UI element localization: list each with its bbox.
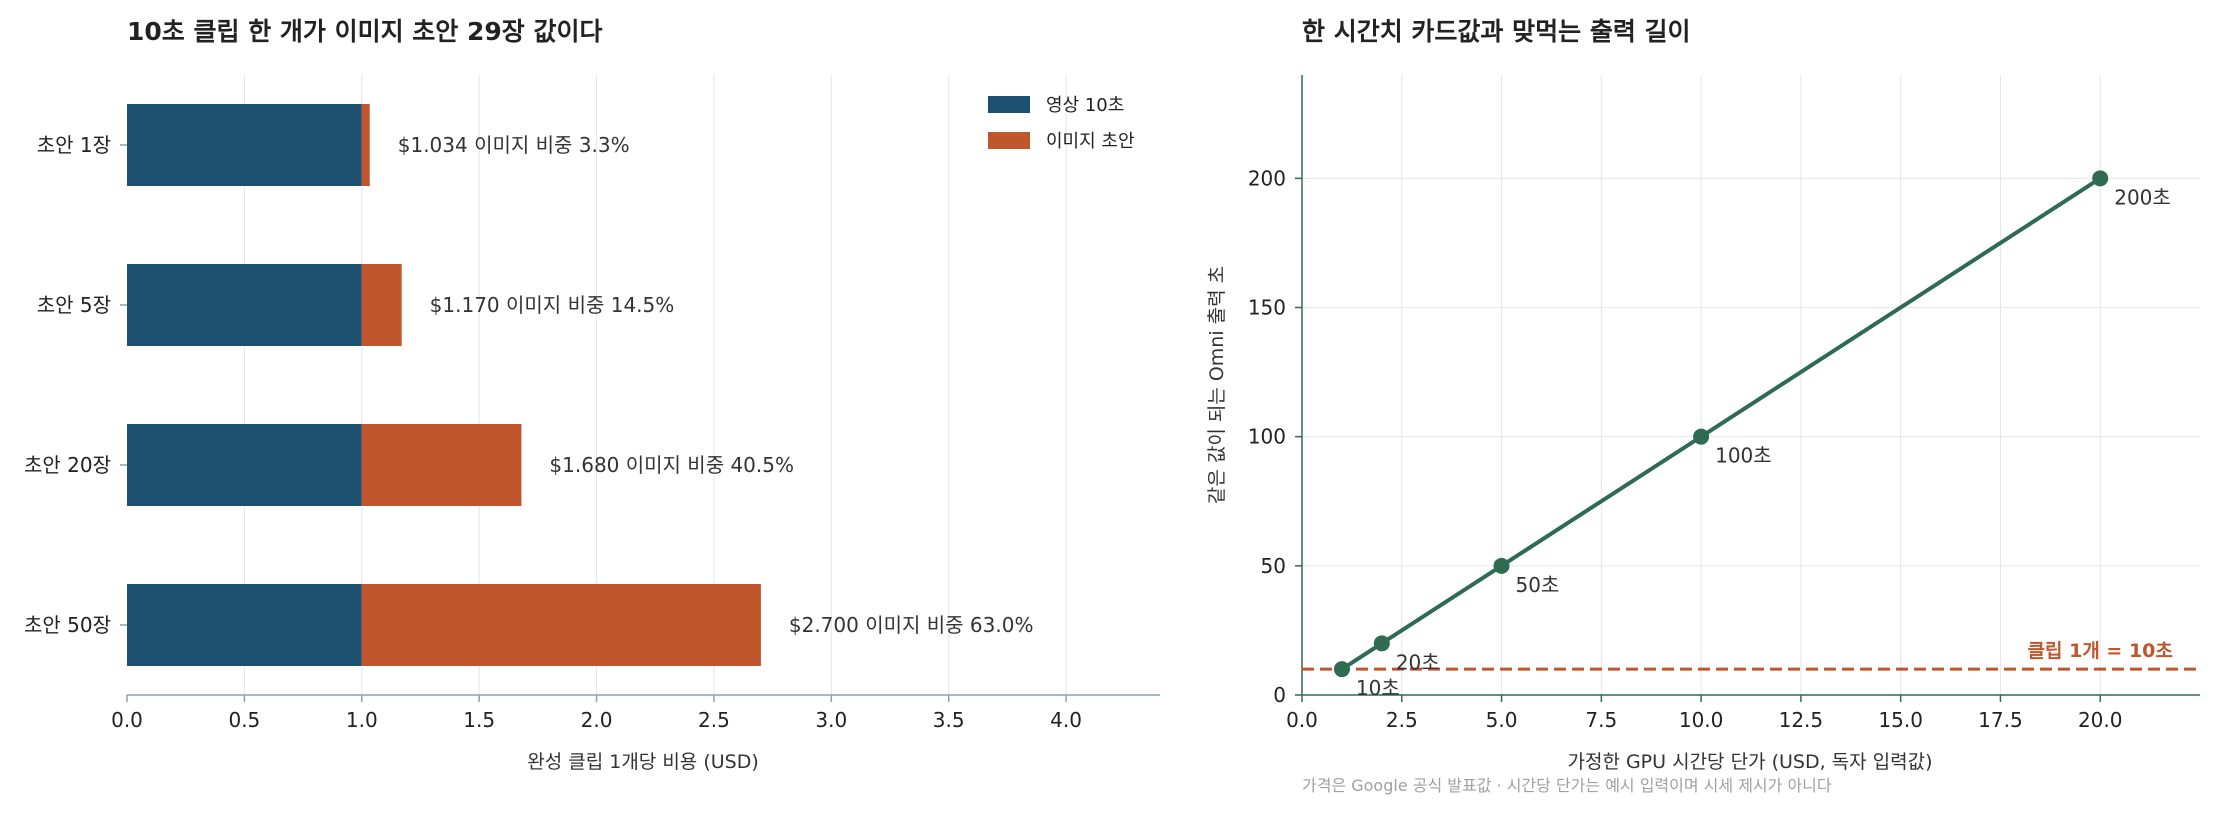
x-tick-label: 4.0 (1050, 708, 1082, 732)
x-tick-label: 3.0 (815, 708, 847, 732)
bar-image-draft (361, 584, 761, 666)
bar-chart-bars (127, 104, 761, 666)
x-tick-label: 1.5 (463, 708, 495, 732)
data-point (2092, 170, 2109, 187)
x-tick-label: 2.0 (581, 708, 613, 732)
category-label: 초안 50장 (24, 613, 111, 637)
point-label: 200초 (2114, 185, 2171, 209)
legend-label-image: 이미지 초안 (1046, 131, 1135, 152)
bar-value-label: $1.034 이미지 비중 3.3% (398, 133, 630, 157)
x-tick-label: 0.0 (1286, 708, 1318, 732)
data-point (1373, 635, 1390, 652)
bar-image-draft (361, 424, 522, 506)
x-tick-label: 2.5 (1386, 708, 1418, 732)
line-chart-x-label: 가정한 GPU 시간당 단가 (USD, 독자 입력값) (1567, 751, 1932, 773)
x-tick-label: 20.0 (2078, 708, 2123, 732)
y-tick-label: 200 (1248, 166, 1286, 190)
x-tick-label: 7.5 (1585, 708, 1617, 732)
point-label: 10초 (1356, 676, 1400, 700)
bar-image-draft (361, 264, 402, 346)
line-chart: 한 시간치 카드값과 맞먹는 출력 길이 0.0 2.5 5.0 7.5 10.0 12.… (1206, 17, 2200, 795)
point-label: 20초 (1396, 650, 1440, 674)
x-tick-label: 12.5 (1779, 708, 1824, 732)
line-chart-title: 한 시간치 카드값과 맞먹는 출력 길이 (1302, 17, 1691, 46)
x-tick-label: 2.5 (698, 708, 730, 732)
x-tick-label: 15.0 (1878, 708, 1923, 732)
y-tick-label: 0 (1273, 683, 1286, 707)
bar-video (127, 264, 362, 346)
footnote: 가격은 Google 공식 발표값 · 시간당 단가는 예시 입력이며 시세 제… (1302, 776, 1832, 795)
bar-value-label: $1.680 이미지 비중 40.5% (549, 453, 794, 477)
bar-image-draft (361, 104, 370, 186)
category-label: 초안 1장 (37, 133, 111, 157)
series-line (1340, 176, 2102, 671)
data-point (1493, 557, 1510, 574)
x-tick-label: 1.0 (346, 708, 378, 732)
y-tick-label: 150 (1248, 296, 1286, 320)
bar-chart-title: 10초 클립 한 개가 이미지 초안 29장 값이다 (127, 17, 603, 46)
legend-swatch-image (988, 132, 1030, 149)
y-tick-label: 100 (1248, 425, 1286, 449)
x-tick-label: 3.5 (933, 708, 965, 732)
bar-value-label: $2.700 이미지 비중 63.0% (789, 613, 1034, 637)
line-chart-axes: 0.0 2.5 5.0 7.5 10.0 12.5 15.0 17.5 20.0 0 50 100 15… (1248, 75, 2200, 732)
y-tick-label: 50 (1261, 554, 1286, 578)
x-tick-label: 17.5 (1978, 708, 2023, 732)
bar-chart-value-labels: $1.034 이미지 비중 3.3% $1.170 이미지 비중 14.5% $1.… (398, 133, 1034, 637)
line-chart-y-label: 같은 값이 되는 Omni 출력 초 (1206, 266, 1228, 504)
bar-video (127, 584, 362, 666)
point-label: 50초 (1516, 573, 1560, 597)
x-tick-label: 0.5 (228, 708, 260, 732)
x-tick-label: 10.0 (1679, 708, 1724, 732)
bar-chart-x-axis: 0.0 0.5 1.0 1.5 2.0 2.5 3.0 3.5 4.0 (111, 694, 1160, 732)
line-chart-gridlines (1302, 75, 2200, 695)
bar-chart-legend: 영상 10초 이미지 초안 (988, 95, 1135, 152)
x-tick-label: 5.0 (1486, 708, 1518, 732)
point-label: 100초 (1715, 444, 1772, 468)
x-tick-label: 0.0 (111, 708, 143, 732)
line-chart-reference: 클립 1개 = 10초 (1302, 640, 2200, 671)
bar-chart-x-label: 완성 클립 1개당 비용 (USD) (527, 751, 759, 773)
category-label: 초안 20장 (24, 453, 111, 477)
data-point (1693, 428, 1710, 445)
legend-label-video: 영상 10초 (1046, 95, 1124, 116)
bar-value-label: $1.170 이미지 비중 14.5% (430, 293, 675, 317)
category-label: 초안 5장 (37, 293, 111, 317)
data-point (1333, 661, 1350, 678)
bar-video (127, 104, 362, 186)
bar-video (127, 424, 362, 506)
legend-swatch-video (988, 96, 1030, 113)
reference-line-label: 클립 1개 = 10초 (2028, 640, 2173, 662)
